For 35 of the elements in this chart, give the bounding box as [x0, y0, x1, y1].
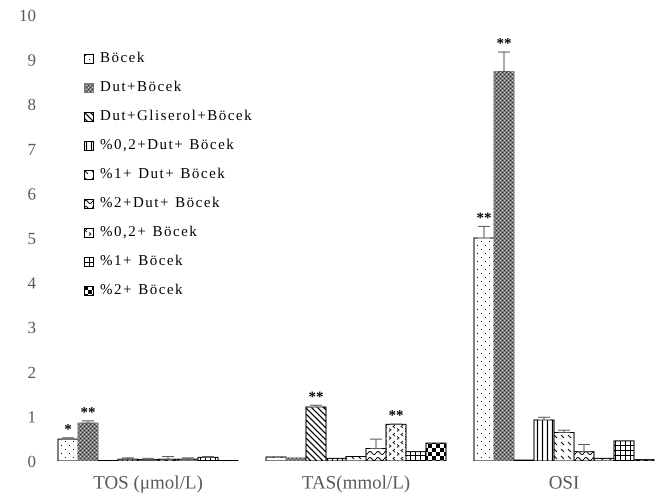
- legend-label: %0,2+Dut+ Böcek: [100, 137, 236, 154]
- bar: [58, 438, 78, 461]
- x-tick-label: OSI: [548, 472, 580, 494]
- bar: [78, 422, 98, 461]
- x-tick-label: TOS (μmol/L): [93, 472, 203, 494]
- annotation: **: [388, 408, 404, 424]
- legend-label: Böcek: [100, 50, 146, 67]
- annotation: **: [308, 389, 324, 406]
- legend-label: %2+Dut+ Böcek: [100, 195, 221, 212]
- y-tick-label: 7: [28, 140, 36, 159]
- y-tick-label: 1: [28, 407, 36, 426]
- annotation: **: [496, 36, 512, 52]
- y-tick-label: 3: [28, 318, 36, 338]
- y-tick-label: 10: [19, 6, 36, 26]
- bar: [266, 456, 286, 461]
- bar: [286, 457, 306, 461]
- y-tick-label: 4: [28, 274, 36, 293]
- y-tick-label: 5: [28, 229, 36, 248]
- legend-label: Dut+Böcek: [100, 79, 183, 96]
- legend-label: %1+ Dut+ Böcek: [100, 166, 226, 183]
- annotation: **: [80, 404, 96, 421]
- y-tick-label: 2: [28, 362, 36, 382]
- x-tick-label: TAS(mmol/L): [302, 472, 410, 494]
- annotation: *: [64, 422, 72, 438]
- legend-label: %1+ Böcek: [100, 253, 184, 270]
- legend-label: %2+ Böcek: [100, 282, 184, 299]
- legend-label: %0,2+ Böcek: [100, 224, 198, 241]
- y-tick-label: 0: [28, 452, 36, 472]
- bar: [494, 71, 514, 461]
- annotation: **: [476, 210, 492, 226]
- legend-label: Dut+Gliserol+Böcek: [100, 108, 254, 125]
- y-tick-label: 9: [28, 50, 36, 70]
- bar: [474, 238, 494, 461]
- y-tick-label: 8: [28, 95, 36, 114]
- y-tick-label: 6: [28, 184, 36, 204]
